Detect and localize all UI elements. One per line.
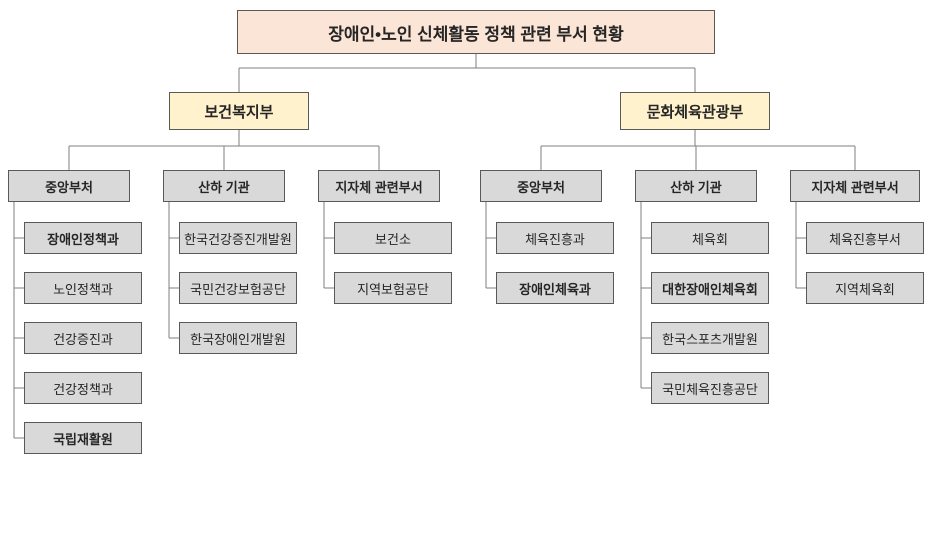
category-c1: 중앙부처 [8, 170, 130, 202]
org-chart-connectors [0, 0, 951, 535]
category-c3: 지자체 관련부서 [318, 170, 440, 202]
leaf-c2-0: 한국건강증진개발원 [179, 222, 297, 254]
leaf-c2-1: 국민건강보험공단 [179, 272, 297, 304]
leaf-c1-4: 국립재활원 [24, 422, 142, 454]
leaf-c5-0: 체육회 [651, 222, 769, 254]
leaf-c4-0: 체육진흥과 [496, 222, 614, 254]
category-c2: 산하 기관 [163, 170, 285, 202]
ministry-m1: 보건복지부 [169, 92, 309, 130]
ministry-m2: 문화체육관광부 [620, 92, 770, 130]
leaf-c6-0: 체육진흥부서 [806, 222, 924, 254]
category-c4: 중앙부처 [480, 170, 602, 202]
leaf-c3-0: 보건소 [334, 222, 452, 254]
category-c5: 산하 기관 [635, 170, 757, 202]
category-c6: 지자체 관련부서 [790, 170, 920, 202]
leaf-c4-1: 장애인체육과 [496, 272, 614, 304]
leaf-c6-1: 지역체육회 [806, 272, 924, 304]
leaf-c3-1: 지역보험공단 [334, 272, 452, 304]
leaf-c1-1: 노인정책과 [24, 272, 142, 304]
leaf-c1-2: 건강증진과 [24, 322, 142, 354]
leaf-c1-3: 건강정책과 [24, 372, 142, 404]
leaf-c5-1: 대한장애인체육회 [651, 272, 769, 304]
leaf-c5-2: 한국스포츠개발원 [651, 322, 769, 354]
root-title: 장애인•노인 신체활동 정책 관련 부서 현황 [237, 10, 715, 54]
leaf-c1-0: 장애인정책과 [24, 222, 142, 254]
leaf-c2-2: 한국장애인개발원 [179, 322, 297, 354]
leaf-c5-3: 국민체육진흥공단 [651, 372, 769, 404]
